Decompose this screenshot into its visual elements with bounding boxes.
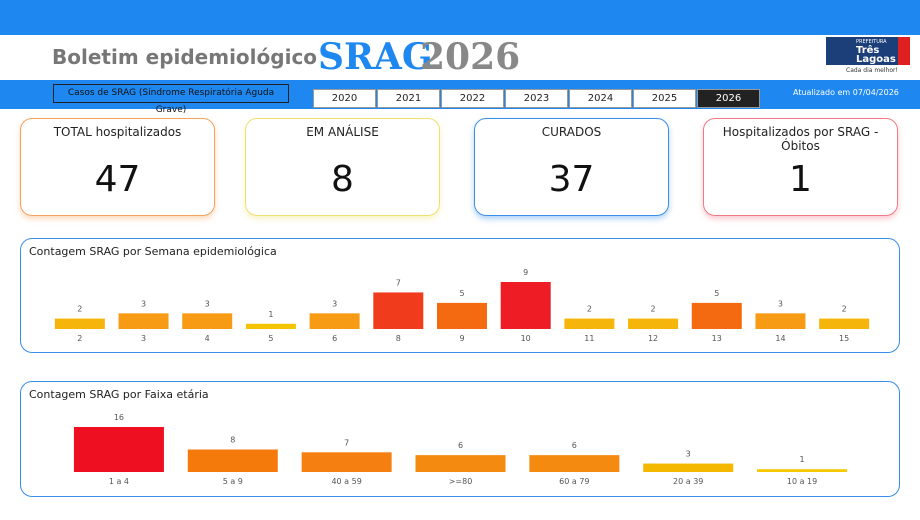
year-button[interactable]: 2024 (569, 89, 632, 108)
bar (118, 313, 169, 329)
x-tick-label: 60 a 79 (559, 477, 589, 486)
data-label: 3 (141, 299, 146, 308)
data-label: 7 (396, 278, 401, 287)
data-label: 2 (651, 305, 656, 314)
bar (437, 302, 487, 329)
bar (628, 318, 679, 329)
year-button[interactable]: 2020 (313, 89, 376, 108)
data-label: 6 (572, 441, 577, 450)
logo-org: PREFEITURA (856, 39, 887, 45)
year-button[interactable]: 2021 (377, 89, 440, 108)
kpi-label: CURADOS (541, 125, 602, 139)
year-button[interactable]: 2025 (633, 89, 696, 108)
bar (757, 469, 848, 472)
kpi-value: 47 (94, 159, 141, 200)
logo: PREFEITURA Três Lagoas (826, 37, 898, 65)
x-tick-label: 1 a 4 (109, 477, 129, 486)
bar (415, 455, 506, 472)
year-button[interactable]: 2026 (697, 89, 760, 108)
data-label: 2 (77, 305, 82, 314)
bar (755, 313, 806, 329)
x-tick-label: 9 (459, 334, 464, 343)
chart-title: Contagem SRAG por Semana epidemiológica (29, 245, 277, 258)
chart: Contagem SRAG por Semana epidemiológica 2… (29, 245, 870, 343)
logo-stripe (898, 37, 910, 65)
data-label: 8 (230, 436, 235, 445)
bar (309, 313, 360, 329)
x-tick-label: 6 (332, 334, 337, 343)
kpi-value: 37 (548, 159, 595, 200)
x-tick-label: 4 (205, 334, 210, 343)
bar (529, 455, 620, 472)
logo-slogan: Cada dia melhor! (846, 67, 898, 74)
kpi-value: 1 (789, 159, 812, 200)
data-label: 2 (587, 305, 592, 314)
bar (643, 463, 734, 472)
bar (187, 449, 278, 472)
data-label: 2 (842, 305, 847, 314)
kpi-label: Hospitalizados por SRAG - Óbitos (722, 125, 879, 153)
data-label: 9 (523, 268, 528, 277)
x-tick-label: 13 (712, 334, 722, 343)
bar (500, 282, 551, 329)
data-label: 1 (800, 455, 805, 464)
logo-name: Três Lagoas (856, 45, 896, 65)
top-bar (0, 0, 920, 35)
x-tick-label: 5 a 9 (223, 477, 243, 486)
data-label: 1 (268, 310, 273, 319)
year-title: 2026 (420, 36, 521, 78)
x-tick-label: 10 a 19 (787, 477, 817, 486)
bar (373, 292, 424, 329)
bar (564, 318, 615, 329)
brand: SRAG (318, 36, 433, 78)
page-title: Boletim epidemiológico (52, 45, 318, 69)
chart-title: Contagem SRAG por Faixa etária (29, 388, 209, 401)
x-tick-label: 11 (584, 334, 594, 343)
data-label: 5 (459, 289, 464, 298)
data-label: 3 (686, 450, 691, 459)
bar (301, 452, 392, 472)
x-tick-label: 5 (268, 334, 273, 343)
bar (73, 427, 164, 472)
data-label: 3 (205, 299, 210, 308)
x-tick-label: 20 a 39 (673, 477, 703, 486)
kpi-label: EM ANÁLISE (306, 125, 379, 139)
kpi-card: TOTAL hospitalizados 47 (20, 118, 215, 216)
data-label: 6 (458, 441, 463, 450)
year-button[interactable]: 2022 (441, 89, 504, 108)
x-tick-label: 12 (648, 334, 658, 343)
kpi-card: Hospitalizados por SRAG - Óbitos 1 (703, 118, 898, 216)
x-tick-label: 15 (839, 334, 849, 343)
data-label: 3 (332, 299, 337, 308)
x-tick-label: >=80 (449, 477, 473, 486)
kpi-label: TOTAL hospitalizados (53, 125, 182, 139)
updated: Atualizado em 07/04/2026 (793, 88, 899, 97)
kpi-card: EM ANÁLISE 8 (245, 118, 440, 216)
data-label: 3 (778, 299, 783, 308)
data-label: 5 (714, 289, 719, 298)
bar (54, 318, 105, 329)
x-tick-label: 3 (141, 334, 146, 343)
kpi-value: 8 (331, 159, 354, 200)
bar (245, 323, 296, 329)
filter-label: Casos de SRAG (Síndrome Respiratória Agu… (53, 84, 289, 115)
x-tick-label: 2 (77, 334, 82, 343)
bar (182, 313, 233, 329)
data-label: 16 (114, 413, 124, 422)
x-tick-label: 40 a 59 (331, 477, 361, 486)
chart-panel: Contagem SRAG por Semana epidemiológica 2… (20, 238, 900, 353)
year-button[interactable]: 2023 (505, 89, 568, 108)
data-label: 7 (344, 438, 349, 447)
kpi-card: CURADOS 37 (474, 118, 669, 216)
x-tick-label: 10 (521, 334, 531, 343)
x-tick-label: 14 (775, 334, 785, 343)
x-tick-label: 8 (396, 334, 401, 343)
bar (819, 318, 870, 329)
bar (691, 302, 742, 329)
